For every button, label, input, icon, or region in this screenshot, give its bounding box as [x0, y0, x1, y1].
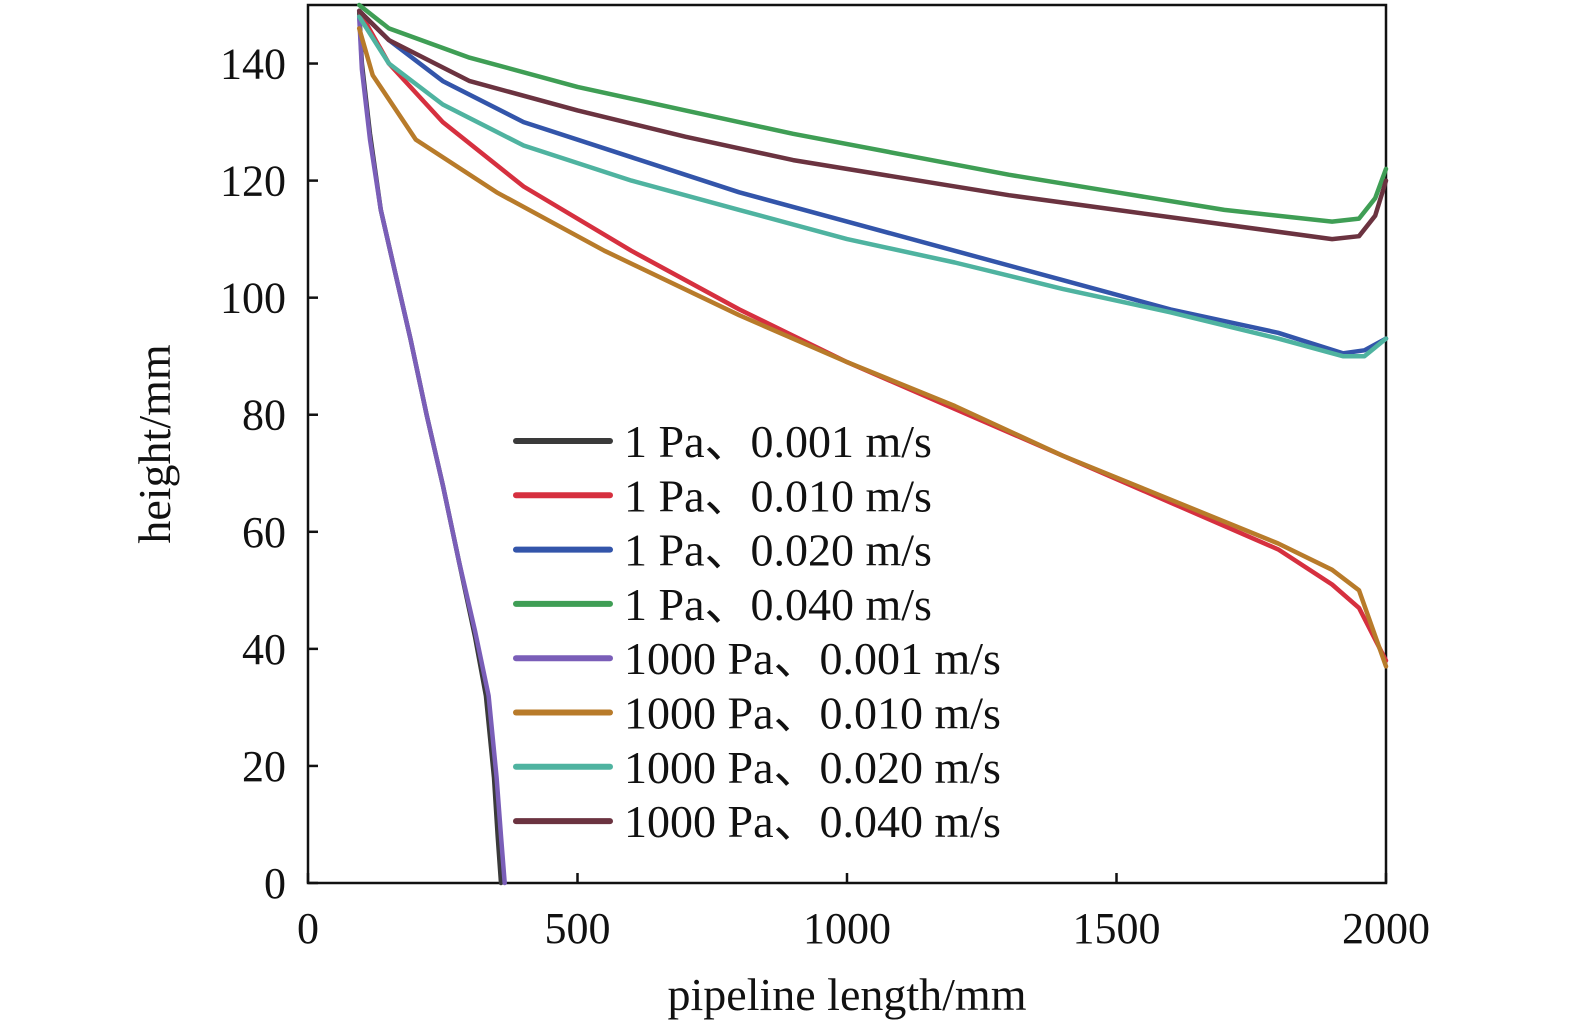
series-line-5: [356, 14, 507, 886]
legend-label-2: 1 Pa、0.010 m/s: [624, 470, 932, 521]
series-layer: [356, 2, 1389, 886]
x-axis-title: pipeline length/mm: [668, 969, 1027, 1020]
series-line-4: [356, 2, 1389, 224]
series-line-8: [356, 8, 1389, 242]
legend-label-8: 1000 Pa、0.040 m/s: [624, 796, 1001, 847]
x-tick-label: 1000: [803, 904, 891, 953]
series-line-1: [356, 8, 504, 886]
x-tick-label: 0: [297, 904, 319, 953]
x-tick-label: 1500: [1073, 904, 1161, 953]
series-line-7: [356, 14, 1389, 359]
y-tick-label: 60: [242, 508, 286, 557]
y-axis: 0 20 40 60 80 100 120 140: [220, 40, 318, 908]
legend-label-1: 1 Pa、0.001 m/s: [624, 416, 932, 467]
y-tick-label: 140: [220, 40, 286, 89]
x-tick-label: 2000: [1342, 904, 1430, 953]
legend-label-3: 1 Pa、0.020 m/s: [624, 525, 932, 576]
legend: 1 Pa、0.001 m/s1 Pa、0.010 m/s1 Pa、0.020 m…: [513, 416, 1001, 847]
x-axis: 0 500 1000 1500 2000: [297, 873, 1430, 953]
legend-label-7: 1000 Pa、0.020 m/s: [624, 742, 1001, 793]
legend-label-5: 1000 Pa、0.001 m/s: [624, 633, 1001, 684]
legend-label-6: 1000 Pa、0.010 m/s: [624, 688, 1001, 739]
y-tick-label: 80: [242, 391, 286, 440]
y-tick-label: 40: [242, 625, 286, 674]
y-axis-title: height/mm: [129, 344, 180, 544]
y-tick-label: 120: [220, 157, 286, 206]
y-tick-label: 100: [220, 274, 286, 323]
legend-label-4: 1 Pa、0.040 m/s: [624, 579, 932, 630]
x-tick-label: 500: [545, 904, 611, 953]
series-line-3: [356, 8, 1389, 356]
plot-area: [306, 2, 1389, 886]
series-line-6: [356, 26, 1389, 669]
y-tick-label: 0: [264, 859, 286, 908]
y-tick-label: 20: [242, 742, 286, 791]
